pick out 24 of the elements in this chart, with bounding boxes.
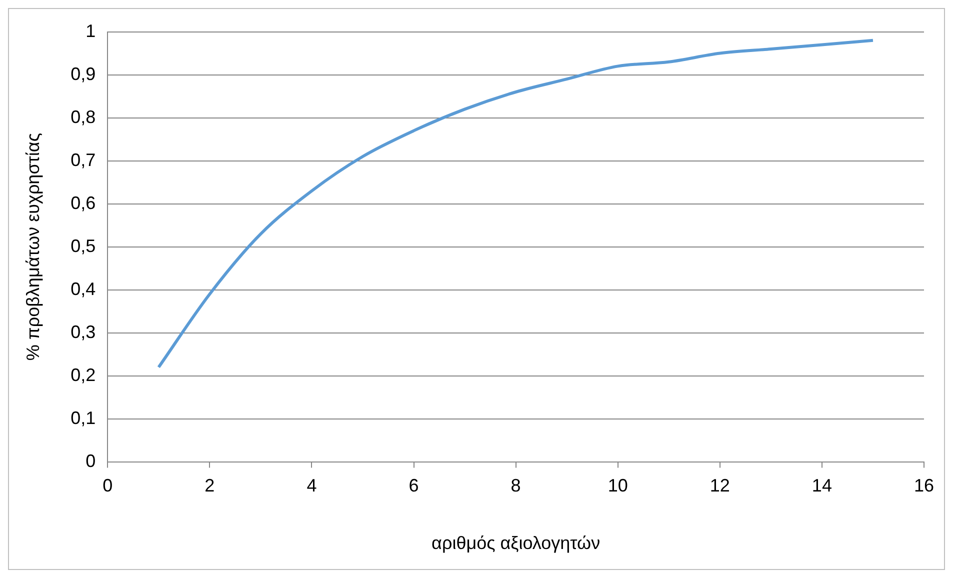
x-tick-label: 0	[102, 476, 113, 496]
line-series	[157, 38, 874, 369]
chart-frame: αριθμός αξιολογητών % προβλημάτων ευχρηστίας 0 2 4 6 8 10 12 14 16 0 0,1 0,2 0,3 0,4 0,5 0,6 0,7 0,8 0,9 1	[8, 8, 945, 570]
x-tick-label: 14	[812, 476, 832, 496]
x-axis-title: αριθμός αξιολογητών	[432, 533, 600, 554]
y-tick-label: 0,9	[70, 64, 96, 84]
x-tick-label: 2	[204, 476, 215, 496]
y-axis-title: % προβλημάτων ευχρηστίας	[22, 132, 43, 361]
x-tick-label: 16	[914, 476, 934, 496]
y-tick-label: 0,2	[70, 364, 96, 385]
y-tick-label: 1	[86, 20, 96, 41]
y-tick-label: 0	[86, 450, 96, 471]
x-tick-label: 10	[608, 476, 628, 496]
x-tick-label: 12	[710, 476, 730, 496]
y-tick-label: 0,7	[70, 150, 96, 170]
x-tick-label: 4	[306, 476, 317, 496]
x-tick-label: 6	[408, 476, 419, 496]
y-tick-label: 0,5	[70, 236, 96, 256]
y-tick-label: 0,3	[70, 322, 96, 342]
y-tick-label: 0,4	[70, 278, 96, 299]
x-tick-label: 8	[510, 476, 521, 496]
y-tick-label: 0,8	[70, 106, 96, 127]
y-tick-label: 0,1	[70, 408, 96, 428]
y-tick-label: 0,6	[70, 192, 96, 213]
